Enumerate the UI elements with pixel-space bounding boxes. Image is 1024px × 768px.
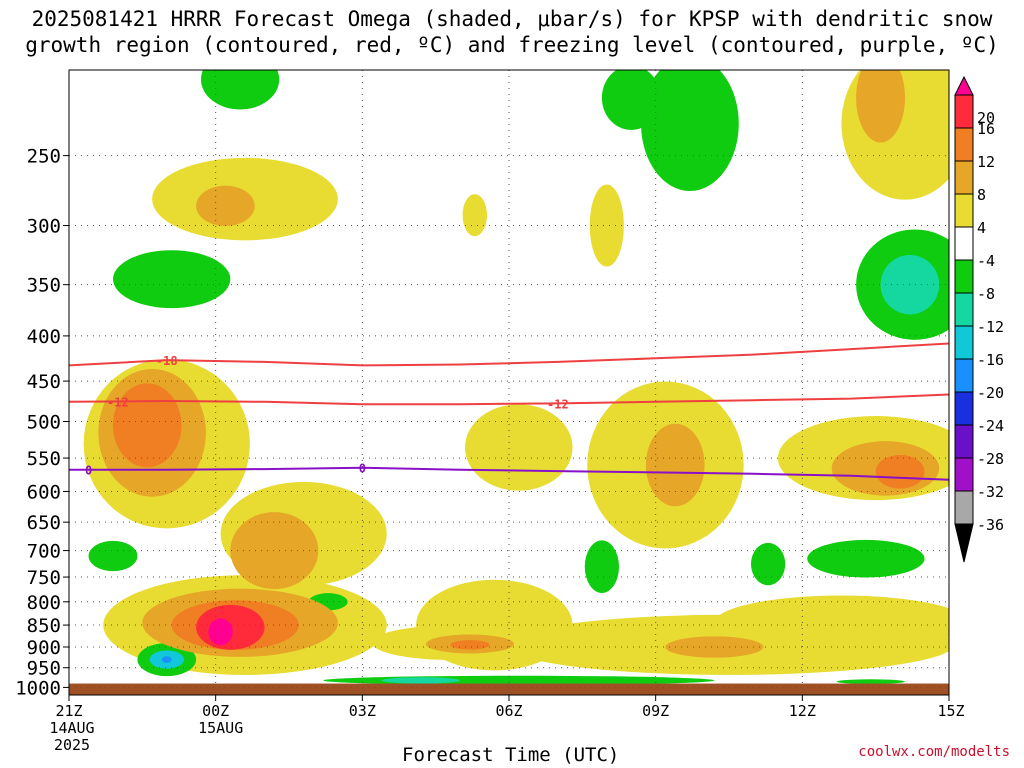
contour-label-1-0: -12: [107, 395, 129, 409]
y-tick-label-400: 400: [27, 326, 61, 348]
y-tick-label-550: 550: [27, 448, 61, 470]
omega-region-1: [113, 250, 231, 309]
colorbar-label-8: -16: [977, 351, 1004, 369]
y-tick-label-250: 250: [27, 146, 61, 168]
colorbar-label-3: 8: [977, 186, 986, 204]
y-tick-label-1000: 1000: [15, 677, 61, 699]
chart-title-line-1: 2025081421 HRRR Forecast Omega (shaded, …: [31, 7, 993, 31]
colorbar-label-9: -20: [977, 384, 1004, 402]
omega-region-6: [601, 70, 661, 130]
y-tick-label-600: 600: [27, 481, 61, 503]
omega-region-41: [450, 640, 490, 650]
colorbar-label-6: -8: [977, 285, 995, 303]
omega-region-4: [589, 184, 624, 267]
x-tick-label-0-0: 21Z: [55, 702, 82, 720]
omega-region-45: [208, 618, 233, 646]
omega-region-10: [465, 404, 573, 491]
colorbar-label-7: -12: [977, 318, 1004, 336]
y-tick-label-300: 300: [27, 216, 61, 238]
colorbar-bin-4: [954, 193, 974, 228]
contour-freezing-2: [69, 466, 949, 481]
colorbar-bin-13: [954, 490, 974, 525]
colorbar-label-4: 4: [977, 219, 986, 237]
omega-region-37: [381, 677, 461, 684]
contour-dgz-0: [69, 342, 949, 367]
omega-region-33: [230, 512, 319, 590]
x-tick-label-3-1: 15AUG: [198, 719, 243, 737]
chart-title-line-2: growth region (contoured, red, ºC) and f…: [25, 33, 999, 57]
omega-region-20: [88, 540, 138, 572]
x-tick-label-18-0: 15Z: [937, 702, 964, 720]
x-tick-label-0-2: 2025: [54, 736, 90, 754]
y-tick-label-850: 850: [27, 615, 61, 637]
contour-label-2-1: 0: [359, 462, 366, 476]
colorbar-label-5: -4: [977, 252, 995, 270]
omega-region-31: [645, 423, 705, 507]
omega-region-3: [462, 194, 487, 237]
colorbar-bin-2: [954, 127, 974, 162]
omega-region-24: [807, 539, 925, 578]
omega-region-5: [641, 70, 739, 191]
colorbar-label-2: 12: [977, 153, 995, 171]
y-tick-label-950: 950: [27, 658, 61, 680]
omega-region-36: [665, 636, 764, 658]
chart-title: 2025081421 HRRR Forecast Omega (shaded, …: [0, 6, 1024, 58]
omega-region-18: [714, 595, 949, 651]
colorbar-label-1: 16: [977, 120, 995, 138]
colorbar-label-10: -24: [977, 417, 1004, 435]
contour-label-1-1: -12: [547, 397, 569, 411]
omega-region-22: [584, 540, 620, 593]
y-tick-label-900: 900: [27, 637, 61, 659]
colorbar-bin-1: [954, 94, 974, 129]
x-tick-label-12-0: 09Z: [642, 702, 669, 720]
omega-region-28: [856, 70, 905, 143]
omega-shading: [83, 70, 949, 686]
credit-link[interactable]: coolwx.com/modelts: [858, 744, 1010, 760]
colorbar-bin-8: [954, 325, 974, 360]
colorbar-bottom-arrow: [954, 523, 974, 563]
colorbar-bin-3: [954, 160, 974, 195]
y-tick-label-700: 700: [27, 541, 61, 563]
contour-label-2-0: 0: [85, 464, 92, 478]
y-tick-label-350: 350: [27, 275, 61, 297]
colorbar-bin-11: [954, 424, 974, 459]
colorbar-bin-6: [954, 259, 974, 294]
omega-region-26: [836, 679, 905, 684]
colorbar-bin-12: [954, 457, 974, 492]
omega-region-23: [751, 542, 786, 586]
colorbar-bin-7: [954, 292, 974, 327]
colorbar-label-13: -36: [977, 516, 1004, 534]
y-tick-label-750: 750: [27, 567, 61, 589]
y-tick-label-800: 800: [27, 592, 61, 614]
x-tick-label-15-0: 12Z: [789, 702, 816, 720]
colorbar-top-arrow: [954, 75, 974, 96]
colorbar-label-12: -32: [977, 483, 1004, 501]
ground-below-surface: [69, 683, 949, 695]
y-tick-label-450: 450: [27, 371, 61, 393]
x-tick-label-6-0: 03Z: [349, 702, 376, 720]
colorbar-bin-10: [954, 391, 974, 426]
x-axis-title: Forecast Time (UTC): [402, 744, 620, 766]
omega-region-2: [201, 70, 280, 110]
x-tick-label-9-0: 06Z: [495, 702, 522, 720]
x-tick-label-0-1: 14AUG: [49, 719, 94, 737]
contour-label-0-0: -18: [156, 354, 178, 368]
omega-region-27: [196, 185, 255, 227]
y-tick-label-500: 500: [27, 412, 61, 434]
y-axis-pressure: 2503003504004505005506006507007508008509…: [15, 146, 69, 699]
colorbar-label-0: 20: [977, 109, 995, 127]
omega-region-44: [161, 656, 172, 663]
x-tick-label-3-0: 00Z: [202, 702, 229, 720]
temperature-contours: -18 -12 -12 0 0: [69, 342, 949, 481]
omega-region-38: [113, 383, 182, 468]
colorbar-bin-5: [954, 226, 974, 261]
contour-dgz-1: [69, 393, 949, 406]
y-tick-label-650: 650: [27, 512, 61, 534]
colorbar-bin-9: [954, 358, 974, 393]
omega-region-39: [875, 454, 925, 489]
colorbar-label-11: -28: [977, 450, 1004, 468]
